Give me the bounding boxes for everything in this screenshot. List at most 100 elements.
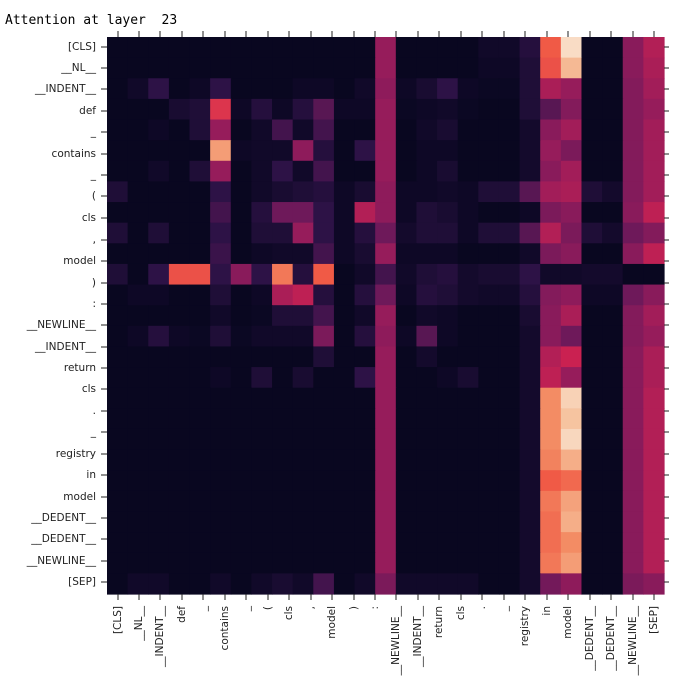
heatmap-cell bbox=[395, 532, 418, 554]
heatmap-cell bbox=[168, 222, 191, 244]
heatmap-cell bbox=[292, 37, 314, 59]
heatmap-cell bbox=[498, 119, 521, 141]
heatmap-cell bbox=[107, 552, 129, 574]
heatmap-cell bbox=[395, 119, 418, 141]
heatmap-cell bbox=[519, 573, 541, 595]
heatmap-cell bbox=[292, 470, 314, 492]
heatmap-cell bbox=[643, 573, 665, 595]
heatmap-cell bbox=[107, 160, 129, 183]
y-tick-label: registry bbox=[56, 448, 96, 460]
heatmap-cell bbox=[230, 325, 253, 348]
heatmap-cell bbox=[354, 57, 376, 79]
heatmap-cell bbox=[107, 346, 129, 368]
heatmap-cell bbox=[437, 37, 459, 59]
heatmap-cell bbox=[375, 222, 397, 244]
heatmap-cell bbox=[354, 160, 376, 183]
heatmap-cell bbox=[189, 140, 211, 162]
heatmap-cell bbox=[107, 78, 129, 100]
heatmap-cell bbox=[251, 511, 273, 533]
heatmap-cell bbox=[437, 449, 459, 471]
heatmap-cell bbox=[189, 37, 211, 59]
heatmap-cell bbox=[643, 78, 665, 100]
heatmap-cell bbox=[210, 387, 232, 409]
heatmap-cell bbox=[333, 408, 356, 430]
heatmap-cell bbox=[622, 181, 644, 203]
heatmap-cell bbox=[540, 449, 562, 471]
heatmap-cell bbox=[560, 263, 583, 286]
heatmap-cell bbox=[375, 57, 397, 79]
heatmap-cell bbox=[107, 243, 129, 265]
heatmap-cell bbox=[168, 511, 191, 533]
heatmap-cell bbox=[643, 325, 665, 348]
heatmap-cell bbox=[416, 140, 438, 162]
heatmap-cell bbox=[457, 57, 479, 79]
heatmap-cell bbox=[210, 367, 232, 389]
heatmap-cell bbox=[498, 98, 521, 121]
heatmap-cell bbox=[313, 490, 335, 513]
heatmap-cell bbox=[519, 449, 541, 471]
heatmap-cell bbox=[375, 449, 397, 471]
heatmap-cell bbox=[560, 408, 583, 430]
heatmap-cell bbox=[395, 243, 418, 265]
heatmap-cell bbox=[168, 325, 191, 348]
heatmap-cell bbox=[292, 367, 314, 389]
heatmap-cell bbox=[581, 305, 603, 327]
heatmap-cell bbox=[168, 408, 191, 430]
heatmap-cell bbox=[457, 449, 479, 471]
heatmap-cell bbox=[272, 119, 294, 141]
y-tick-label: . bbox=[93, 405, 96, 417]
heatmap-cell bbox=[333, 346, 356, 368]
heatmap-cell bbox=[189, 470, 211, 492]
heatmap-cell bbox=[127, 325, 149, 348]
heatmap-cell bbox=[272, 37, 294, 59]
heatmap-cell bbox=[107, 387, 129, 409]
heatmap-cell bbox=[457, 160, 479, 183]
heatmap-cell bbox=[602, 140, 624, 162]
heatmap-cell bbox=[127, 140, 149, 162]
heatmap-cell bbox=[519, 98, 541, 121]
heatmap-cell bbox=[457, 470, 479, 492]
heatmap-cell bbox=[210, 160, 232, 183]
heatmap-cell bbox=[189, 532, 211, 554]
heatmap-cell bbox=[560, 532, 583, 554]
heatmap-cell bbox=[416, 490, 438, 513]
heatmap-cell bbox=[148, 449, 170, 471]
heatmap-cell bbox=[437, 490, 459, 513]
heatmap-cell bbox=[375, 552, 397, 574]
heatmap-cell bbox=[107, 367, 129, 389]
heatmap-cell bbox=[313, 140, 335, 162]
heatmap-cell bbox=[148, 305, 170, 327]
heatmap-cell bbox=[581, 511, 603, 533]
heatmap-cell bbox=[230, 470, 253, 492]
heatmap-cell bbox=[333, 428, 356, 451]
heatmap-cell bbox=[602, 37, 624, 59]
heatmap-cell bbox=[148, 325, 170, 348]
chart-title: Attention at layer 23 bbox=[5, 13, 177, 28]
heatmap-cell bbox=[540, 367, 562, 389]
heatmap-cell bbox=[437, 78, 459, 100]
heatmap-cell bbox=[127, 490, 149, 513]
heatmap-cell bbox=[251, 470, 273, 492]
heatmap-cell bbox=[210, 37, 232, 59]
heatmap-cell bbox=[540, 140, 562, 162]
heatmap-cell bbox=[272, 449, 294, 471]
heatmap-cell bbox=[292, 140, 314, 162]
heatmap-cell bbox=[333, 181, 356, 203]
x-tick-label: def bbox=[176, 606, 188, 623]
heatmap-cell bbox=[313, 573, 335, 595]
heatmap-cell bbox=[333, 160, 356, 183]
heatmap-cell bbox=[354, 387, 376, 409]
heatmap-cell bbox=[107, 470, 129, 492]
heatmap-cell bbox=[643, 263, 665, 286]
heatmap-cell bbox=[602, 160, 624, 183]
heatmap-cell bbox=[560, 222, 583, 244]
heatmap-cell bbox=[375, 243, 397, 265]
heatmap-cell bbox=[127, 408, 149, 430]
y-tick-label: model bbox=[63, 491, 96, 503]
heatmap-cell bbox=[437, 181, 459, 203]
heatmap-cell bbox=[560, 449, 583, 471]
heatmap-cell bbox=[540, 98, 562, 121]
heatmap-cell bbox=[622, 305, 644, 327]
heatmap-cell bbox=[333, 37, 356, 59]
heatmap-cell bbox=[416, 284, 438, 306]
